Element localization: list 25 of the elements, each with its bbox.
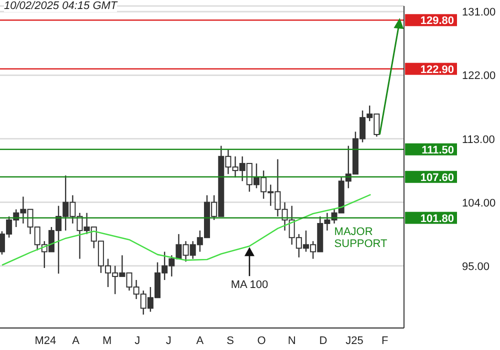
x-tick-label: A <box>196 334 204 347</box>
y-tick-label: 113.00 <box>462 134 495 146</box>
y-tick-label: 122.00 <box>462 70 496 82</box>
annotation: MA 100 <box>230 279 268 292</box>
x-tick-label: M24 <box>34 334 56 347</box>
annotation: 10/02/2025 04:15 GMT <box>4 0 118 12</box>
ref-line-label: 107.60 <box>420 172 454 184</box>
x-tick-label: N <box>288 334 296 347</box>
ref-line-label: 122.90 <box>420 64 454 76</box>
x-tick-label: D <box>319 334 328 347</box>
x-tick-label: F <box>381 334 388 347</box>
annotation: MAJOR SUPPORT <box>334 226 388 250</box>
x-tick-label: M <box>102 334 112 347</box>
x-tick-label: S <box>226 334 234 347</box>
y-tick-label: 131.00 <box>462 6 496 19</box>
x-tick-label: O <box>257 334 266 347</box>
ref-line-label: 111.50 <box>422 144 454 156</box>
y-tick-label: 104.00 <box>462 197 496 210</box>
x-tick-label: A <box>72 334 80 347</box>
ref-line-label: 101.80 <box>420 212 454 225</box>
ref-line-label: 129.80 <box>420 15 454 28</box>
x-tick-label: J <box>134 334 140 347</box>
x-tick-label: J <box>166 334 172 347</box>
x-tick-label: J25 <box>346 334 364 347</box>
y-tick-label: 95.00 <box>462 260 490 273</box>
